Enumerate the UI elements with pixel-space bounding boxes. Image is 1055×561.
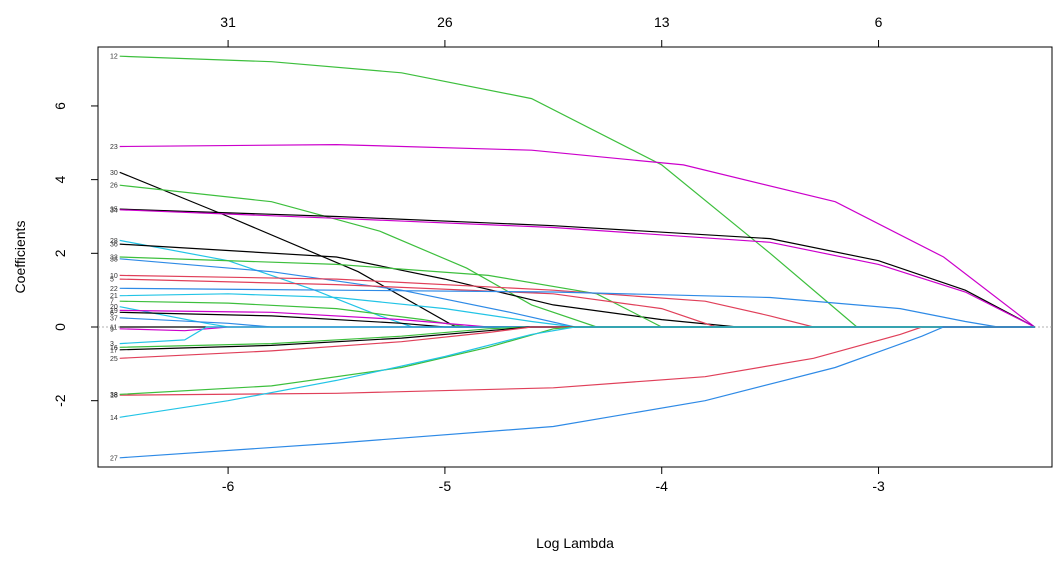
variable-label-20: 20: [110, 304, 118, 311]
top-tick-label: 6: [875, 14, 883, 30]
series-line-36: [119, 243, 1035, 328]
y-tick-label: 6: [52, 102, 68, 110]
variable-label-34: 34: [110, 207, 118, 214]
x-tick-label: -5: [439, 478, 452, 494]
series-line-37: [119, 317, 1035, 328]
variable-labels: 1223302635342836323310522217201963711931…: [110, 54, 118, 463]
series-line-21: [119, 293, 1035, 328]
y-axis: -2 0 2 4 6: [52, 102, 98, 407]
series-layer: [119, 55, 1036, 459]
series-line-23: [119, 143, 1036, 328]
series-line-34: [119, 209, 1035, 328]
variable-label-7: 7: [110, 299, 114, 306]
variable-label-18: 18: [110, 393, 118, 400]
variable-label-12: 12: [110, 54, 118, 61]
y-tick-label: -2: [52, 394, 68, 407]
variable-label-23: 23: [110, 144, 118, 151]
variable-label-35: 35: [110, 207, 118, 214]
series-line-19: [119, 309, 1035, 328]
series-line-30: [119, 171, 1035, 328]
variable-label-25: 25: [110, 356, 118, 363]
top-tick-label: 26: [437, 14, 453, 30]
series-line-26: [119, 184, 1035, 328]
variable-label-37: 37: [110, 315, 118, 322]
series-line-12: [119, 55, 1035, 328]
variable-label-16: 16: [110, 345, 118, 352]
variable-label-32: 32: [110, 255, 118, 262]
variable-label-3: 3: [110, 341, 114, 348]
series-line-17: [119, 326, 1035, 351]
series-line-16: [119, 326, 1035, 348]
series-line-27: [119, 326, 1035, 459]
variable-label-30: 30: [110, 170, 118, 177]
x-tick-label: -6: [222, 478, 235, 494]
variable-label-28: 28: [110, 238, 118, 245]
top-tick-label: 31: [220, 14, 236, 30]
variable-label-27: 27: [110, 455, 118, 462]
y-tick-label: 4: [52, 176, 68, 184]
variable-label-5: 5: [110, 277, 114, 284]
series-line-20: [119, 306, 1035, 328]
series-line-18: [119, 326, 1035, 396]
series-line-38: [119, 326, 1035, 395]
top-tick-label: 13: [654, 14, 670, 30]
x-axis: -6 -5 -4 -3: [222, 467, 885, 494]
series-line-25: [119, 326, 1035, 359]
y-tick-label: 2: [52, 249, 68, 257]
y-axis-title: Coefficients: [12, 221, 28, 294]
series-line-28: [119, 239, 1035, 328]
series-line-22: [119, 287, 1035, 328]
variable-label-38: 38: [110, 392, 118, 399]
variable-label-21: 21: [110, 293, 118, 300]
variable-label-14: 14: [110, 415, 118, 422]
x-tick-label: -4: [656, 478, 669, 494]
variable-label-26: 26: [110, 183, 118, 190]
variable-label-10: 10: [110, 273, 118, 280]
variable-label-17: 17: [110, 347, 118, 354]
series-line-6: [119, 311, 1035, 328]
y-tick-label: 0: [52, 323, 68, 331]
variable-label-22: 22: [110, 286, 118, 293]
variable-label-33: 33: [110, 256, 118, 263]
top-axis: 31 26 13 6: [220, 14, 883, 47]
variable-label-9: 9: [110, 326, 114, 333]
series-line-35: [119, 208, 1035, 328]
x-axis-title: Log Lambda: [536, 535, 614, 551]
variable-label-6: 6: [110, 310, 114, 317]
series-line-14: [119, 326, 1035, 418]
plot-box: [97, 46, 1053, 468]
variable-label-19: 19: [110, 308, 118, 315]
variable-label-36: 36: [110, 242, 118, 249]
variable-label-11: 11: [110, 325, 117, 332]
series-line-7: [119, 300, 1035, 328]
x-tick-label: -3: [872, 478, 885, 494]
